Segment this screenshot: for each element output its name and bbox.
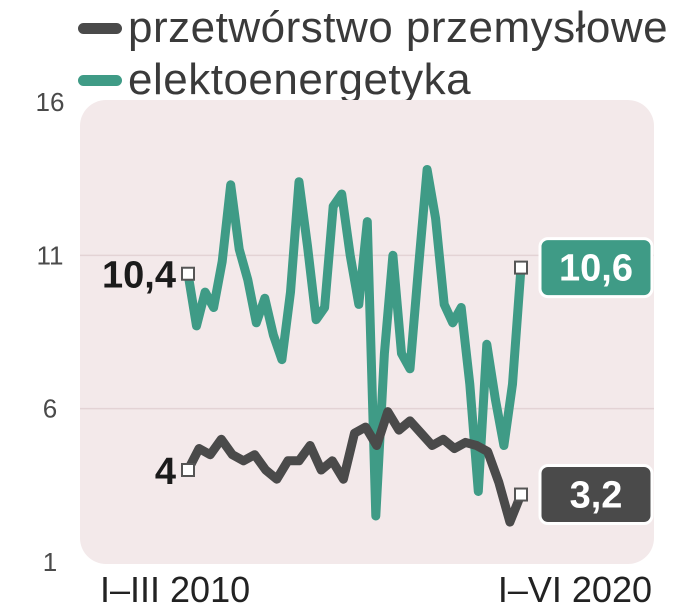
y-tick-label: 1: [43, 547, 57, 577]
y-tick-label: 16: [36, 87, 65, 117]
series-line-przetworstwo: [183, 407, 526, 527]
start-marker-przetworstwo: [181, 463, 195, 477]
x-tick-end: I–VI 2020: [498, 569, 652, 610]
legend-item-elektoenergetyka: elektoenergetyka: [78, 54, 668, 106]
series-labels: 10,4 10,6 4 3,2: [102, 237, 654, 526]
legend-label-elektoenergetyka: elektoenergetyka: [128, 55, 472, 104]
series-line-elektoenergetyka: [183, 165, 526, 521]
legend-item-przetworstwo: przetwórstwo przemysłowe: [78, 2, 668, 54]
y-tick-label: 6: [43, 394, 57, 424]
end-marker-elektoenergetyka: [514, 260, 528, 275]
start-marker-elektoenergetyka: [181, 266, 195, 281]
start-label-elektoenergetyka: 10,4: [102, 255, 176, 297]
legend: przetwórstwo przemysłowe elektoenergetyk…: [78, 2, 668, 106]
end-badge-elektoenergetyka: [538, 237, 654, 299]
end-label-elektoenergetyka: 10,6: [559, 248, 633, 290]
end-badge-przetworstwo: [538, 464, 654, 526]
start-label-przetworstwo: 4: [155, 451, 176, 493]
legend-swatch-elektoenergetyka: [78, 74, 122, 86]
x-tick-start: I–III 2010: [100, 569, 250, 610]
end-label-przetworstwo: 3,2: [570, 475, 623, 517]
legend-swatch-przetworstwo: [78, 22, 122, 34]
legend-label-przetworstwo: przetwórstwo przemysłowe: [128, 3, 669, 52]
end-marker-przetworstwo: [514, 487, 528, 502]
y-tick-label: 11: [37, 240, 64, 270]
series-lines: [183, 165, 526, 527]
